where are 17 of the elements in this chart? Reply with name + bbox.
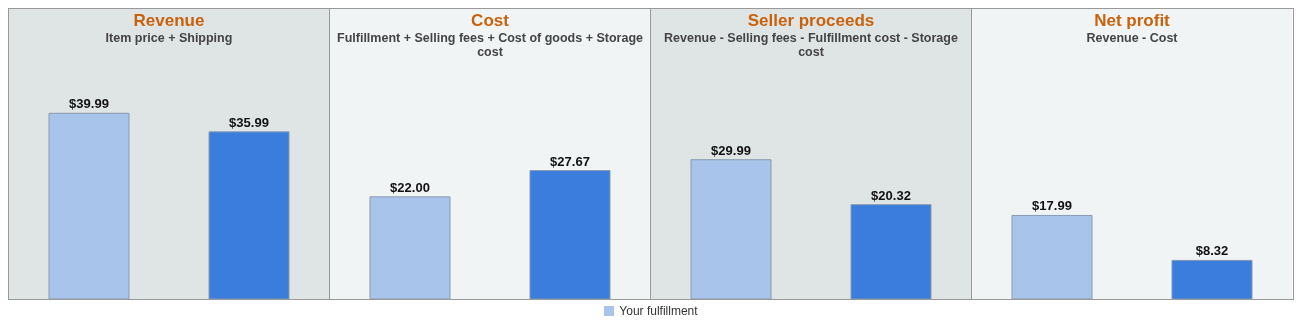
chart-subtitle: Item price + Shipping [104,31,234,47]
data-label: $17.99 [1032,198,1072,214]
legend-label: Your fulfillment [618,304,698,318]
chart-title: Seller proceeds [747,11,875,31]
data-label: $39.99 [69,96,109,112]
chart-title: Cost [471,11,509,31]
data-label: $22.00 [390,179,430,195]
chart-subtitle: Revenue - Cost [1085,31,1179,47]
data-label: $8.32 [1195,243,1229,259]
chart-title: Revenue [133,11,205,31]
data-label: $35.99 [229,114,269,130]
chart-subtitle: Revenue - Selling fees - Fulfillment cost - Storage cost [663,31,959,61]
data-label: $27.67 [550,153,590,169]
data-label: $20.32 [871,187,911,203]
chart-title: Net profit [1094,11,1170,31]
data-label: $29.99 [711,142,751,158]
chart-subtitle: Fulfillment + Selling fees + Cost of goods + Storage cost [336,31,644,61]
